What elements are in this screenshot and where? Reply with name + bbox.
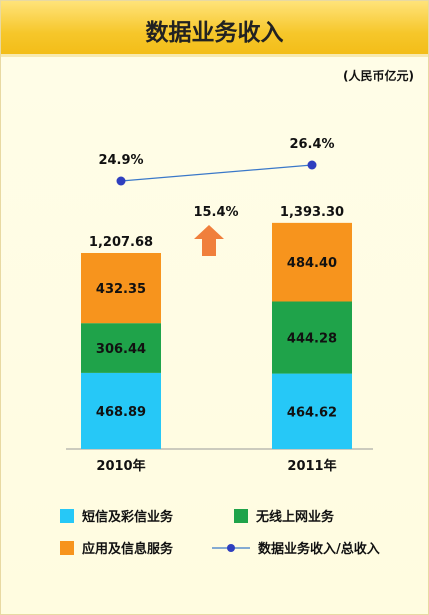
bar-value-label: 464.62	[287, 405, 337, 420]
unit-label: (人民币亿元)	[343, 69, 414, 83]
bar-value-label: 484.40	[287, 256, 337, 271]
growth-label: 15.4%	[193, 205, 238, 220]
legend-label: 数据业务收入/总收入	[258, 541, 380, 557]
x-tick-label: 2010年	[96, 458, 145, 474]
bar-total-label: 1,207.68	[89, 235, 153, 250]
bar-total-label: 1,393.30	[280, 205, 344, 220]
legend-label: 应用及信息服务	[82, 541, 174, 557]
bar-value-label: 306.44	[96, 342, 146, 357]
ratio-label: 24.9%	[98, 153, 143, 168]
bar-segment	[81, 252, 161, 324]
chart-title: 数据业务收入	[145, 20, 284, 46]
growth-up-arrow-icon	[194, 225, 224, 256]
legend-swatch	[234, 509, 248, 523]
x-tick-label: 2011年	[287, 458, 336, 474]
ratio-label: 26.4%	[289, 137, 334, 152]
legend-swatch	[60, 541, 74, 555]
ratio-line	[120, 164, 313, 182]
bar-value-label: 432.35	[96, 282, 146, 297]
bar-segment	[272, 301, 352, 374]
bar-value-label: 468.89	[96, 405, 146, 420]
ratio-point	[307, 160, 317, 170]
title-bar: 数据业务收入	[1, 1, 428, 57]
bar-value-label: 444.28	[287, 332, 337, 347]
legend-line-marker	[227, 544, 235, 552]
legend-label: 短信及彩信业务	[82, 509, 174, 525]
legend-label: 无线上网业务	[255, 509, 335, 525]
bar-segment	[272, 373, 352, 449]
legend-swatch	[60, 509, 74, 523]
ratio-point	[116, 176, 126, 186]
bar-segment	[81, 372, 161, 449]
bar-segment	[81, 323, 161, 373]
bar-segment	[272, 222, 352, 302]
